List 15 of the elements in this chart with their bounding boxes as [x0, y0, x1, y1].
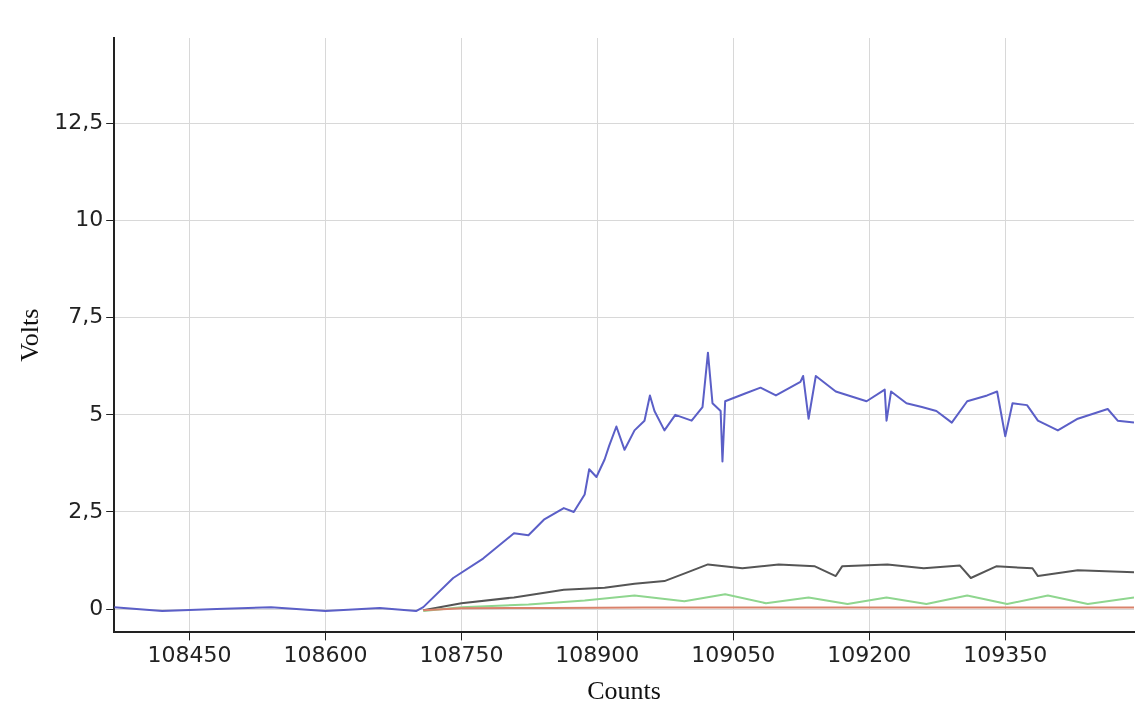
y-tick-label: 0 — [89, 594, 104, 620]
y-tick-label: 5 — [89, 400, 104, 426]
x-axis-title: Counts — [587, 676, 661, 706]
x-tick-label: 109200 — [827, 642, 912, 668]
y-tick-label: 2,5 — [68, 497, 104, 523]
y-tick-label: 12,5 — [54, 109, 104, 135]
x-tick-label: 109050 — [691, 642, 776, 668]
x-tick-label: 108600 — [283, 642, 368, 668]
y-tick-label: 7,5 — [68, 303, 104, 329]
x-tick-label: 108900 — [555, 642, 640, 668]
x-tick-label: 108750 — [419, 642, 504, 668]
y-axis-title: Volts — [15, 308, 45, 362]
y-tick-label: 10 — [75, 206, 104, 232]
x-tick-label: 108450 — [147, 642, 232, 668]
x-tick-label: 109350 — [963, 642, 1048, 668]
